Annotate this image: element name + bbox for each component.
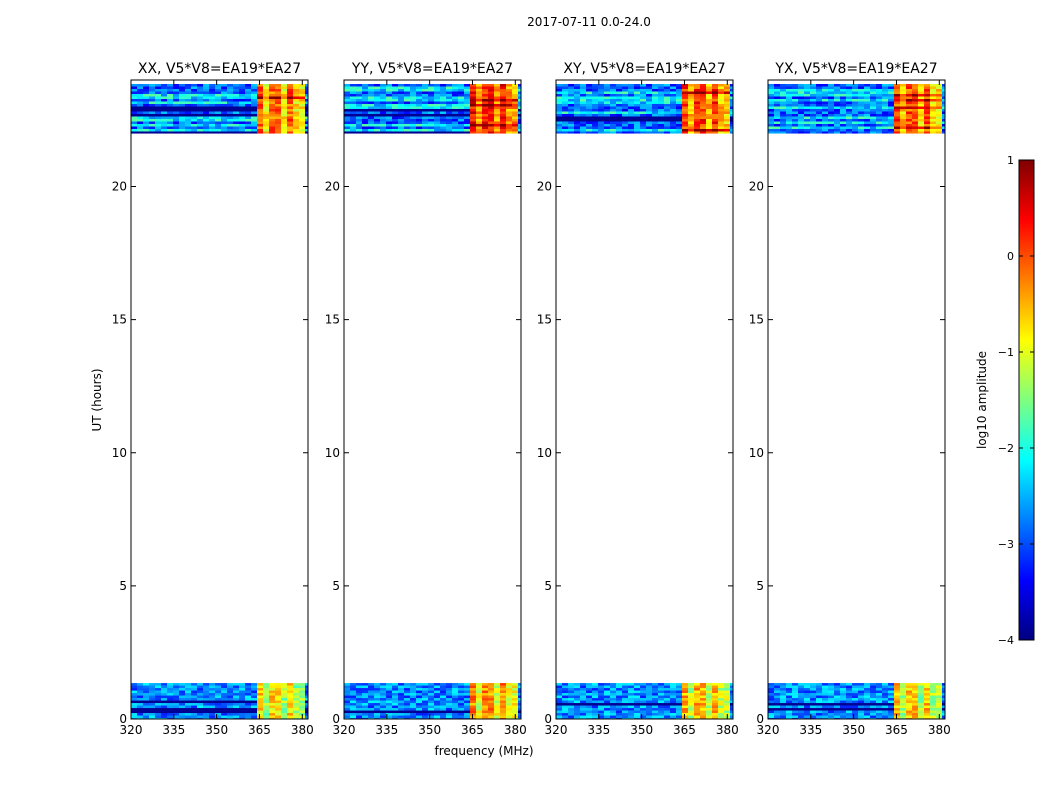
colorbar-gradient	[1018, 159, 1035, 641]
panel-frame	[343, 79, 522, 720]
heatmap-cells	[556, 83, 734, 720]
panel-3: 320 335 350 365 380 0 5 10 15 20 YX, V5*V8=EA19*EA…	[749, 61, 951, 737]
colorbar: 1 0 −1 −2 −3 −4 log10 amplitude	[975, 154, 1035, 647]
x-tick-label: 380	[928, 723, 951, 737]
y-tick-label: 20	[537, 180, 552, 194]
y-tick-label: 15	[749, 313, 764, 327]
x-tick-label: 365	[461, 723, 484, 737]
y-tick-label: 0	[544, 712, 552, 726]
y-tick-label: 10	[325, 446, 340, 460]
y-tick-label: 0	[756, 712, 764, 726]
panel-title: XY, V5*V8=EA19*EA27	[563, 61, 725, 77]
heatmap-cells	[131, 83, 309, 720]
x-axis-label: frequency (MHz)	[434, 744, 533, 758]
panel-1: 320 335 350 365 380 0 5 10 15 20 YY, V5*V8=EA19*EA…	[325, 61, 527, 737]
colorbar-tick-label: −1	[998, 346, 1014, 359]
y-tick-label: 10	[749, 446, 764, 460]
y-tick-label: 5	[119, 579, 127, 593]
x-tick-label: 380	[291, 723, 314, 737]
y-tick-label: 5	[332, 579, 340, 593]
x-tick-label: 320	[545, 723, 568, 737]
x-tick-label: 350	[418, 723, 441, 737]
y-tick-label: 20	[112, 180, 127, 194]
x-tick-label: 365	[673, 723, 696, 737]
y-tick-label: 15	[112, 313, 127, 327]
panel-title: XX, V5*V8=EA19*EA27	[138, 61, 301, 77]
panel-title: YX, V5*V8=EA19*EA27	[774, 61, 937, 77]
x-tick-label: 350	[205, 723, 228, 737]
colorbar-label: log10 amplitude	[975, 351, 989, 449]
x-tick-label: 335	[162, 723, 185, 737]
y-tick-label: 10	[112, 446, 127, 460]
x-tick-label: 380	[716, 723, 739, 737]
panel-frame	[130, 79, 309, 720]
colorbar-tick-label: 0	[1007, 250, 1014, 263]
colorbar-tick-label: 1	[1007, 154, 1014, 167]
x-tick-label: 335	[375, 723, 398, 737]
y-tick-label: 0	[332, 712, 340, 726]
colorbar-tick-label: −2	[998, 442, 1014, 455]
panel-frame	[767, 79, 946, 720]
x-tick-label: 350	[630, 723, 653, 737]
x-tick-label: 380	[504, 723, 527, 737]
panel-frame	[555, 79, 734, 720]
panel-0: 320 335 350 365 380 0 5 10 15 20 XX, V5*V8=EA19*EA…	[112, 61, 314, 737]
x-tick-label: 365	[248, 723, 271, 737]
x-tick-label: 350	[842, 723, 865, 737]
x-tick-label: 335	[587, 723, 610, 737]
x-tick-label: 320	[120, 723, 143, 737]
y-tick-label: 15	[325, 313, 340, 327]
x-tick-label: 320	[333, 723, 356, 737]
y-tick-label: 10	[537, 446, 552, 460]
figure-suptitle: 2017-07-11 0.0-24.0	[527, 15, 651, 29]
x-tick-label: 365	[885, 723, 908, 737]
y-tick-label: 5	[544, 579, 552, 593]
heatmap-cells	[344, 83, 522, 720]
x-tick-label: 335	[799, 723, 822, 737]
colorbar-tick-label: −3	[998, 538, 1014, 551]
y-tick-label: 0	[119, 712, 127, 726]
panels-group: 320 335 350 365 380 0 5 10 15 20 XX, V5*V8=EA19*EA…	[112, 61, 951, 737]
x-tick-label: 320	[757, 723, 780, 737]
panel-title: YY, V5*V8=EA19*EA27	[351, 61, 513, 77]
y-axis-label: UT (hours)	[90, 368, 104, 431]
y-tick-label: 20	[749, 180, 764, 194]
y-tick-label: 15	[537, 313, 552, 327]
panel-2: 320 335 350 365 380 0 5 10 15 20 XY, V5*V8=EA19*EA…	[537, 61, 739, 737]
y-tick-label: 20	[325, 180, 340, 194]
y-tick-label: 5	[756, 579, 764, 593]
heatmap-cells	[768, 83, 946, 720]
colorbar-tick-label: −4	[998, 634, 1014, 647]
